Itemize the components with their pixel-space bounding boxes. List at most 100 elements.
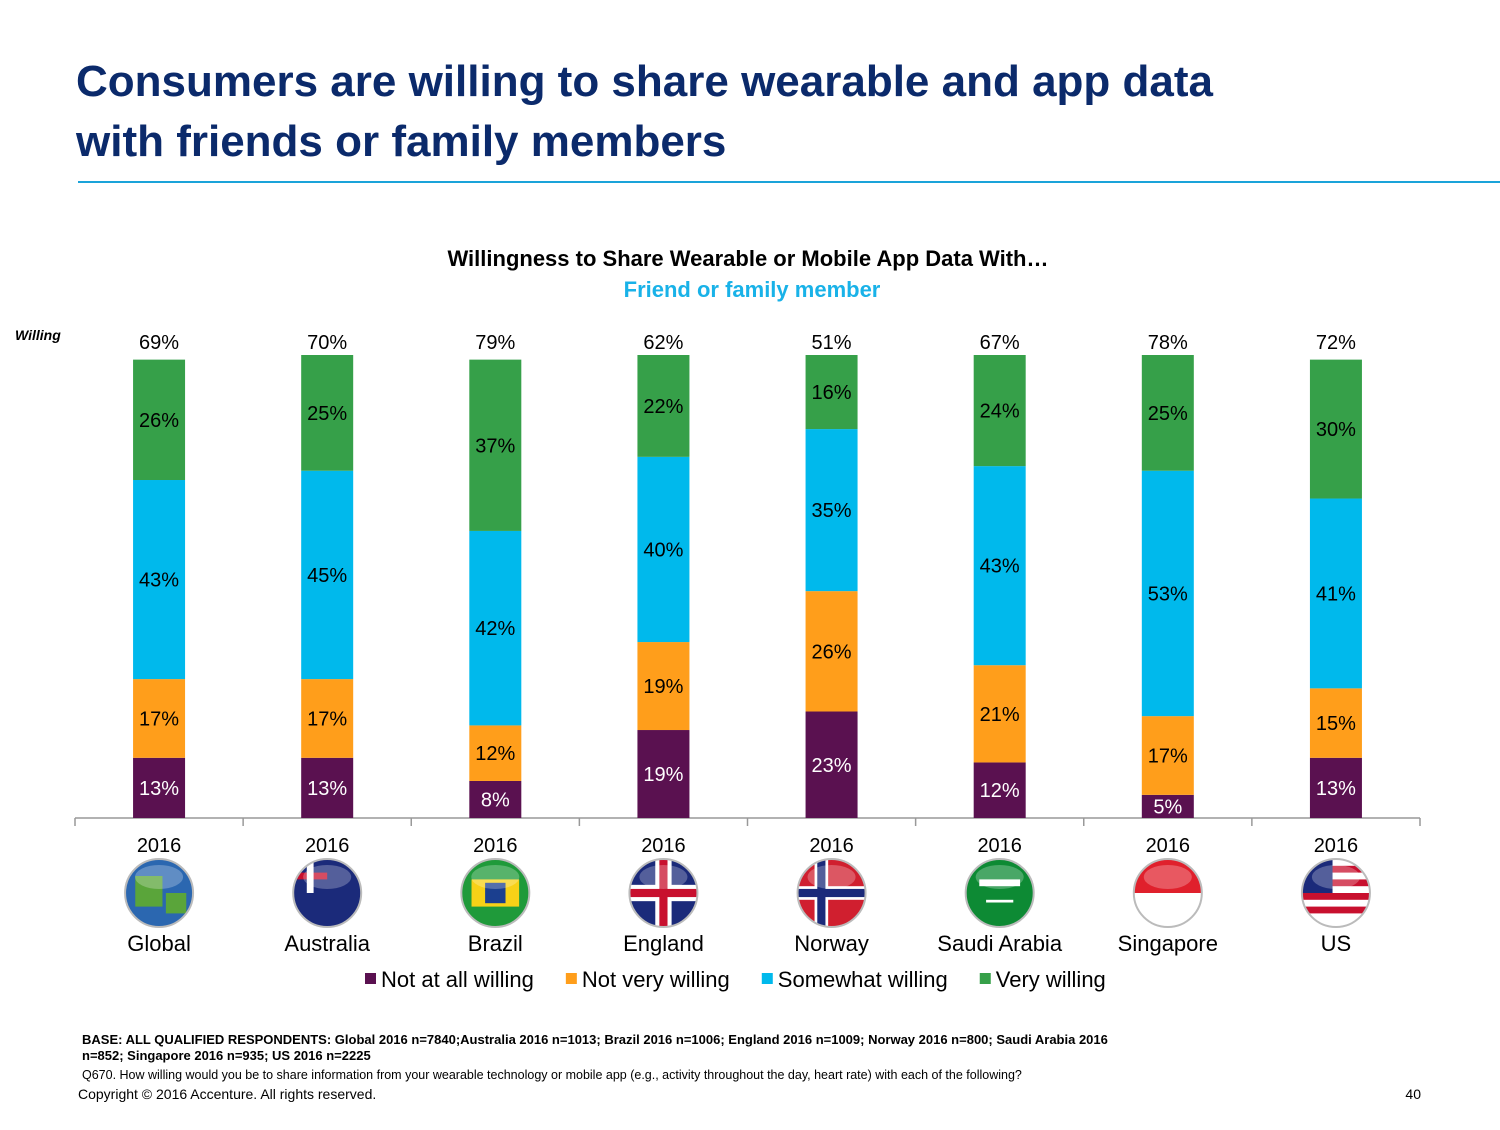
bar-segment bbox=[469, 530, 522, 726]
legend-swatch bbox=[761, 973, 773, 984]
data-label: 12% bbox=[980, 780, 1020, 802]
data-label: 41% bbox=[1316, 583, 1356, 605]
x-tick-label: Brazil bbox=[468, 931, 523, 956]
legend: Not at all willing Not very willing Somewh… bbox=[365, 967, 1106, 992]
data-label: 26% bbox=[812, 641, 852, 663]
data-label: 43% bbox=[980, 556, 1020, 578]
flags bbox=[124, 858, 1371, 928]
flag-part bbox=[629, 888, 698, 898]
slide-title: with friends or family members bbox=[75, 117, 726, 166]
data-label: 17% bbox=[1148, 745, 1188, 767]
footnote-base: n=852; Singapore 2016 n=935; US 2016 n=2… bbox=[82, 1048, 371, 1063]
flag bbox=[629, 859, 698, 927]
bar-segment bbox=[1141, 355, 1194, 471]
bar-segment bbox=[637, 642, 690, 731]
bar-segment bbox=[805, 429, 858, 592]
flag-shine bbox=[1143, 865, 1192, 889]
data-label: 17% bbox=[139, 708, 179, 730]
flag-part bbox=[135, 876, 163, 907]
bar-segment bbox=[805, 355, 858, 430]
flag-rim bbox=[796, 858, 867, 928]
data-label: 22% bbox=[643, 396, 683, 418]
x-tick-label: Global bbox=[127, 931, 191, 956]
legend-swatch bbox=[365, 973, 376, 984]
flag-part bbox=[293, 859, 362, 927]
data-label: 21% bbox=[980, 704, 1020, 726]
chart: 13% 17% 43% 26% 69% 2016 Global 13% 17% 45% 25% 70%… bbox=[74, 332, 1421, 956]
bar-segment bbox=[1309, 359, 1362, 499]
bar-segment bbox=[805, 591, 858, 712]
data-label: 43% bbox=[139, 570, 179, 592]
flag-part bbox=[986, 899, 1014, 903]
flag-rim bbox=[1132, 858, 1203, 928]
data-label: 23% bbox=[812, 755, 852, 777]
x-tick-label: Singapore bbox=[1118, 931, 1218, 956]
x-tick-label: 2016 bbox=[977, 835, 1022, 857]
flag bbox=[1133, 859, 1202, 927]
flag-shine bbox=[471, 865, 520, 889]
x-tick-label: US bbox=[1321, 931, 1352, 956]
flag-rim bbox=[124, 858, 195, 928]
flag-rim bbox=[964, 858, 1035, 928]
bar-segment bbox=[973, 665, 1026, 763]
x-tick-label: 2016 bbox=[473, 835, 518, 857]
bar-segment bbox=[1141, 470, 1194, 717]
legend-label: Not at all willing bbox=[381, 967, 534, 992]
data-label: 53% bbox=[1148, 583, 1188, 605]
bar-segment bbox=[1141, 716, 1194, 795]
data-label: 25% bbox=[1148, 403, 1188, 425]
bar-segment bbox=[1309, 688, 1362, 758]
bar-segment bbox=[301, 470, 354, 680]
x-tick-label: 2016 bbox=[641, 835, 686, 857]
flag-shine bbox=[1311, 865, 1360, 889]
data-label: 40% bbox=[643, 539, 683, 561]
flag-part bbox=[1301, 879, 1370, 887]
x-tick-label: 2016 bbox=[1146, 835, 1191, 857]
flag bbox=[293, 859, 362, 927]
flag-shine bbox=[303, 865, 352, 889]
total-label: 51% bbox=[812, 332, 852, 354]
bar-segment bbox=[973, 762, 1026, 818]
data-label: 42% bbox=[475, 618, 515, 640]
data-label: 19% bbox=[643, 764, 683, 786]
total-label: 78% bbox=[1148, 332, 1188, 354]
flag-part bbox=[797, 888, 866, 898]
data-label: 13% bbox=[139, 778, 179, 800]
total-label: 62% bbox=[643, 332, 683, 354]
bar-segment bbox=[301, 355, 354, 471]
bar-segment bbox=[1309, 757, 1362, 818]
data-label: 35% bbox=[812, 500, 852, 522]
data-label: 24% bbox=[980, 401, 1020, 423]
bar-segment bbox=[469, 359, 522, 531]
x-tick-label: Australia bbox=[284, 931, 370, 956]
data-label: 13% bbox=[307, 778, 347, 800]
bar-segment bbox=[133, 679, 186, 758]
flag-part bbox=[165, 893, 187, 914]
data-label: 45% bbox=[307, 565, 347, 587]
data-label: 17% bbox=[307, 708, 347, 730]
bar-segment bbox=[637, 730, 690, 818]
flag-part bbox=[1301, 893, 1370, 900]
bar-segment bbox=[637, 456, 690, 643]
bar-segment bbox=[469, 780, 522, 818]
x-tick-label: 2016 bbox=[1314, 835, 1359, 857]
flag-part bbox=[306, 859, 314, 893]
x-tick-label: 2016 bbox=[809, 835, 854, 857]
total-label: 72% bbox=[1316, 332, 1356, 354]
copyright: Copyright © 2016 Accenture. All rights r… bbox=[78, 1086, 376, 1102]
data-label: 5% bbox=[1153, 796, 1182, 818]
bar-segment bbox=[1309, 498, 1362, 689]
legend-swatch bbox=[565, 973, 577, 984]
flag-part bbox=[485, 882, 506, 904]
flag-shine bbox=[639, 865, 688, 889]
flag-rim bbox=[628, 858, 699, 928]
flag-part bbox=[965, 859, 1034, 927]
legend-label: Somewhat willing bbox=[778, 967, 948, 992]
x-tick-label: 2016 bbox=[137, 835, 182, 857]
data-label: 30% bbox=[1316, 419, 1356, 441]
x-tick-label: 2016 bbox=[305, 835, 350, 857]
x-tick-label: Saudi Arabia bbox=[937, 931, 1063, 956]
legend-swatch bbox=[979, 973, 991, 984]
chart-title: Willingness to Share Wearable or Mobile … bbox=[447, 246, 1048, 271]
